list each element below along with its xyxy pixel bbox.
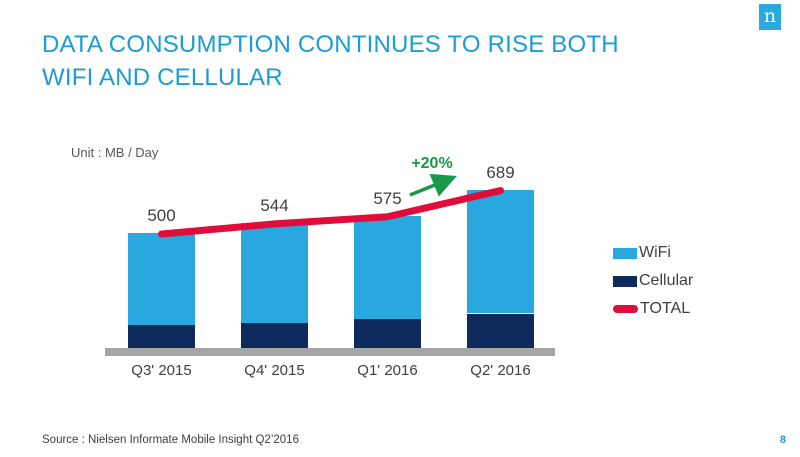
bar-cellular-segment	[467, 313, 534, 348]
bar-wifi-segment	[128, 233, 195, 325]
x-axis-label: Q1' 2016	[357, 362, 418, 379]
total-value-label: 575	[373, 188, 402, 208]
source-note: Source : Nielsen Informate Mobile Insigh…	[42, 434, 299, 446]
legend-label-wifi: WiFi	[639, 244, 671, 261]
x-axis-baseline	[105, 348, 555, 356]
page-number: 8	[779, 434, 786, 446]
legend: WiFi Cellular TOTAL	[613, 239, 693, 323]
nielsen-logo: n	[759, 4, 781, 30]
growth-annotation: +20%	[411, 155, 453, 172]
total-value-label: 544	[260, 195, 289, 215]
x-axis-label: Q3' 2015	[131, 362, 192, 379]
legend-label-cellular: Cellular	[639, 272, 694, 289]
page-title: DATA CONSUMPTION CONTINUES TO RISE BOTH …	[42, 31, 619, 91]
legend-item-total: TOTAL	[613, 295, 693, 323]
bar-wifi-segment	[354, 215, 421, 320]
total-value-label: 500	[147, 206, 176, 225]
bar-wifi-segment	[241, 222, 308, 323]
wifi-swatch	[613, 247, 637, 259]
bar-wifi-segment	[467, 189, 534, 314]
bar-cellular-segment	[128, 325, 195, 348]
legend-item-wifi: WiFi	[613, 239, 693, 267]
cellular-swatch	[613, 275, 637, 287]
total-line-swatch	[613, 305, 638, 313]
legend-label-total: TOTAL	[640, 300, 691, 317]
total-value-label: 689	[486, 162, 515, 182]
total-line	[158, 187, 504, 238]
bar-cellular-segment	[354, 319, 421, 348]
unit-label: Unit : MB / Day	[71, 145, 159, 160]
x-axis-label: Q4' 2015	[244, 362, 305, 379]
bar-cellular-segment	[241, 322, 308, 348]
x-axis-label: Q2' 2016	[470, 362, 531, 379]
legend-item-cellular: Cellular	[613, 267, 693, 295]
